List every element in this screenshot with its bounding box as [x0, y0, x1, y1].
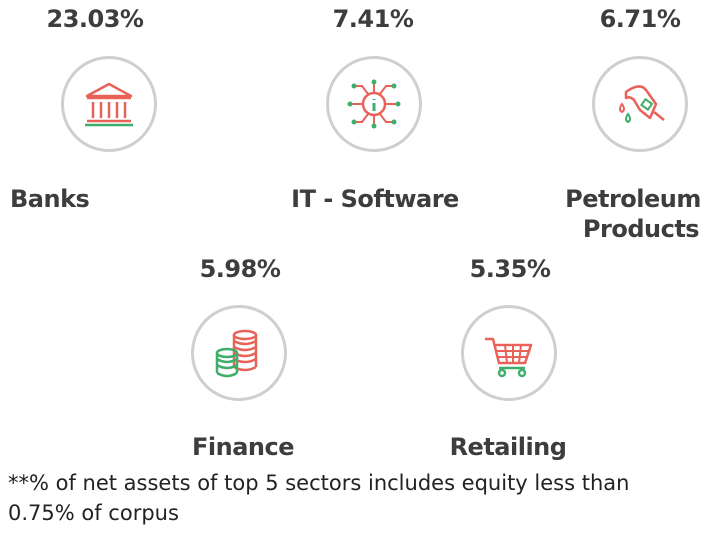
circuit-chip-icon: [347, 79, 401, 129]
circuit-chip-icon-circle: [326, 56, 422, 152]
fuel-nozzle-icon-circle: [592, 56, 688, 152]
shopping-cart-icon: [485, 337, 533, 378]
fuel-nozzle-icon: [619, 85, 665, 124]
coin-stack-icon-circle: [191, 305, 287, 401]
coin-stack-icon: [215, 329, 258, 378]
footnote-line-2: 0.75% of corpus: [8, 501, 179, 525]
sector-name: Banks: [10, 185, 90, 213]
sector-name: Finance: [192, 433, 295, 461]
sector-percent: 6.71%: [599, 5, 681, 33]
sector-name: Retailing: [449, 433, 567, 461]
sector-percent: 5.35%: [469, 255, 551, 283]
bank-icon-circle: [61, 56, 157, 152]
sector-percent: 5.98%: [199, 255, 281, 283]
sector-percent: 7.41%: [332, 5, 414, 33]
shopping-cart-icon-circle: [461, 305, 557, 401]
sector-name: IT - Software: [291, 185, 459, 213]
sector-name-line1: Petroleum: [565, 185, 701, 213]
footnote: **% of net assets of top 5 sectors inclu…: [8, 468, 724, 528]
sector-percent: 23.03%: [46, 5, 144, 33]
footnote-line-1: **% of net assets of top 5 sectors inclu…: [8, 471, 630, 495]
sector-name-line2: Products: [582, 215, 700, 243]
bank-icon: [85, 82, 133, 127]
